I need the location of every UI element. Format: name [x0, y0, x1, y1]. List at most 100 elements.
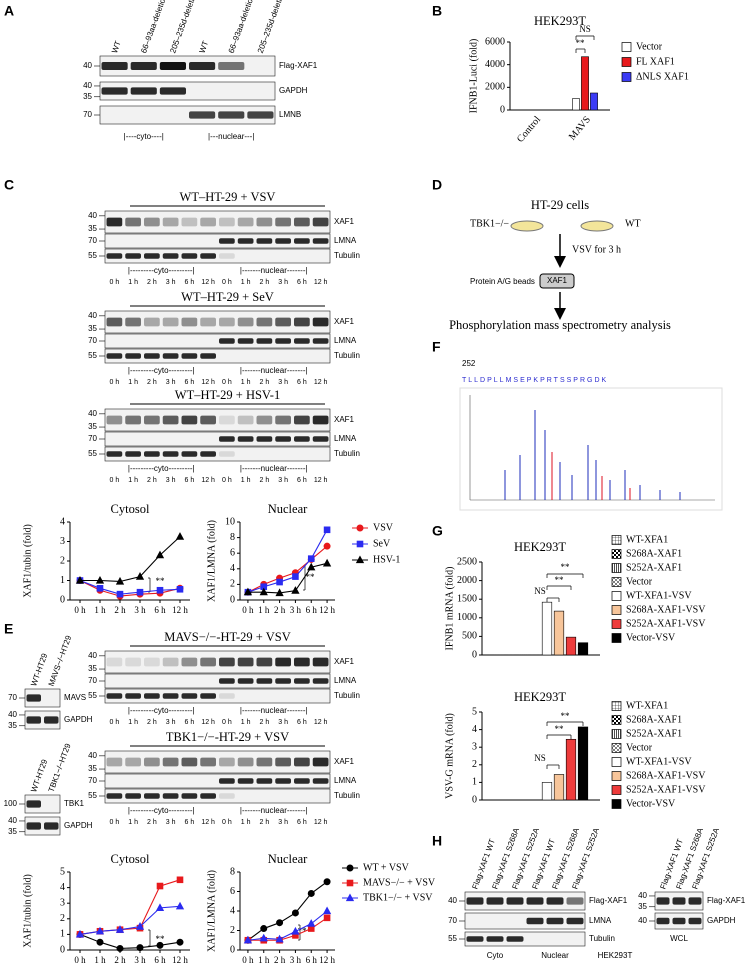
band [275, 338, 291, 344]
point [292, 573, 299, 580]
legend-swatch [611, 771, 622, 781]
band [162, 657, 179, 667]
protein-label: Tubulin [334, 691, 360, 700]
lane-label: 12 h [314, 477, 328, 484]
point [307, 555, 315, 562]
panel-letter: A [4, 3, 14, 19]
mw-marker: 40 [448, 896, 457, 905]
legend-label: S268A-XAF1 [626, 714, 682, 725]
y-tick-label: 6 [230, 547, 235, 558]
y-tick-label: 1500 [457, 593, 477, 604]
fraction-label: |---------cyto---------| [128, 266, 195, 275]
band [312, 217, 329, 227]
point [322, 906, 332, 915]
protein-label: LMNB [279, 110, 301, 119]
legend-label: S268A-XAF1-VSV [626, 604, 706, 615]
y-tick-label: 6 [230, 886, 235, 897]
legend-label: SeV [373, 538, 391, 549]
legend-label: S252A-XAF1-VSV [626, 784, 706, 795]
series-line [247, 545, 328, 593]
lane-label: 2 h [260, 719, 270, 726]
point [243, 587, 253, 596]
lane-label: 3 h [166, 279, 176, 286]
y-tick-label: 1000 [457, 612, 477, 623]
point [322, 558, 332, 567]
band [200, 757, 216, 767]
mw-marker: 40 [8, 710, 17, 719]
mw-marker: 40 [88, 409, 97, 418]
mw-marker: 35 [638, 902, 647, 911]
y-tick-label: 8 [230, 532, 235, 543]
y-tick-label: 0 [60, 944, 65, 955]
legend-marker [345, 893, 355, 902]
chart-title: Nuclear [268, 852, 308, 866]
point [276, 578, 283, 586]
band [106, 217, 123, 227]
mw-marker: 40 [83, 61, 92, 70]
band [237, 338, 254, 344]
point [260, 925, 268, 933]
legend-swatch [621, 72, 632, 82]
y-axis-label: IFNB1 mRNA (fold) [444, 567, 455, 651]
band [26, 822, 41, 830]
band [125, 317, 141, 327]
mw-marker: 70 [88, 676, 97, 685]
y-axis-label: XAF1/tubin (fold) [22, 524, 33, 598]
point [291, 586, 300, 594]
band [44, 822, 59, 830]
annotation: ** [306, 572, 316, 582]
band [275, 757, 291, 767]
lane-label: 0 h [110, 819, 120, 826]
band [219, 793, 235, 799]
band [546, 897, 564, 905]
series-line [247, 910, 328, 941]
point [116, 944, 124, 952]
band [181, 757, 198, 767]
legend-label: WT-XFA1-VSV [626, 756, 692, 767]
band [106, 253, 123, 259]
lane-label: 2 h [147, 719, 157, 726]
fraction-label: |---------cyto---------| [128, 806, 195, 815]
band [219, 678, 235, 684]
point [259, 587, 268, 596]
schematic-beads: Protein A/G beads [470, 277, 535, 286]
band [162, 793, 179, 799]
legend-marker [355, 555, 365, 564]
lane-label: 2 h [260, 819, 270, 826]
legend-swatch [611, 605, 622, 615]
band [312, 317, 329, 327]
series-line [247, 881, 328, 941]
mw-marker: 100 [4, 799, 18, 808]
annotation: ** [156, 576, 166, 586]
lane-label: 205–235d-deletion [256, 0, 287, 54]
band [162, 317, 179, 327]
y-tick-label: 0 [230, 594, 235, 605]
protein-label: GAPDH [64, 715, 93, 724]
y-tick-label: 4 [60, 516, 65, 527]
legend-label: WT-XFA1-VSV [626, 590, 692, 601]
band [125, 657, 141, 667]
band [312, 338, 329, 344]
lane-label: 3 h [278, 279, 288, 286]
point [135, 572, 145, 580]
point [135, 922, 145, 930]
band [275, 436, 291, 442]
protein-label: TBK1 [64, 799, 85, 808]
lane-label: 1 h [241, 379, 251, 386]
legend-swatch [621, 42, 632, 52]
legend-label: FL XAF1 [636, 56, 675, 67]
lane-label: 3 h [278, 819, 288, 826]
band [189, 111, 216, 119]
x-tick-label: 0 h [242, 955, 254, 965]
x-tick-label: 2 h [114, 955, 126, 965]
point [259, 933, 268, 942]
fraction-label: |----cyto----| [124, 132, 164, 141]
schematic-step: VSV for 3 h [572, 244, 621, 255]
lane-label: 1 h [241, 279, 251, 286]
y-axis-label: XAF1/LMNA (fold) [206, 520, 217, 602]
band [256, 338, 273, 344]
legend-swatch [611, 619, 622, 629]
band [162, 253, 179, 259]
band [294, 657, 310, 667]
legend-label: VSV [373, 522, 394, 533]
